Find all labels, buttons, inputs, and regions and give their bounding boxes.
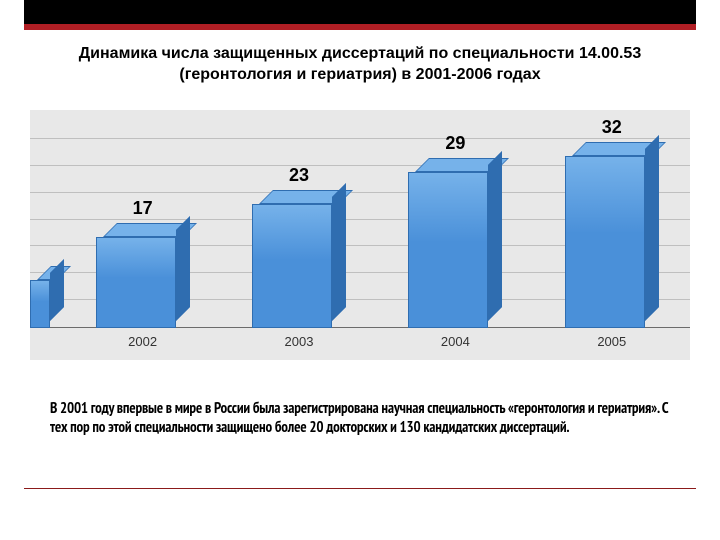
chart-bar-value-label: 23 bbox=[252, 165, 346, 186]
page-title: Динамика числа защищенных диссертаций по… bbox=[60, 44, 660, 86]
chart-container: 17 23 29 32 2002200320042005 bbox=[30, 110, 690, 360]
chart-bar-value-label: 32 bbox=[565, 117, 659, 138]
chart-bar: 17 bbox=[96, 223, 190, 328]
header-bar bbox=[0, 0, 720, 30]
chart-bar-value-label: 17 bbox=[96, 198, 190, 219]
chart-bar-front bbox=[30, 280, 50, 328]
chart-bar-slot: 32 bbox=[534, 142, 690, 328]
bottom-divider bbox=[24, 488, 696, 489]
chart-bar-slot bbox=[30, 266, 64, 328]
chart-bar: 23 bbox=[252, 190, 346, 328]
chart-bar-slot: 23 bbox=[221, 190, 377, 328]
chart-bar-front bbox=[96, 237, 176, 328]
chart-bar-front bbox=[252, 204, 332, 328]
chart: 17 23 29 32 2002200320042005 bbox=[30, 110, 690, 360]
chart-bar-side bbox=[645, 135, 659, 321]
chart-bar: 29 bbox=[408, 158, 502, 328]
chart-xaxis-label bbox=[30, 328, 64, 352]
chart-bar-side bbox=[488, 151, 502, 321]
chart-bars: 17 23 29 32 bbox=[30, 140, 690, 328]
chart-xaxis-label: 2005 bbox=[534, 328, 690, 352]
chart-bar-slot: 29 bbox=[377, 158, 533, 328]
chart-xaxis-label: 2004 bbox=[377, 328, 533, 352]
chart-bar-front bbox=[565, 156, 645, 328]
chart-plot-area: 17 23 29 32 bbox=[30, 140, 690, 328]
chart-xaxis-label: 2002 bbox=[64, 328, 220, 352]
chart-bar-slot: 17 bbox=[64, 223, 220, 328]
chart-bar: 32 bbox=[565, 142, 659, 328]
chart-bar-value-label: 29 bbox=[408, 133, 502, 154]
body-paragraph: В 2001 году впервые в мире в России была… bbox=[50, 400, 670, 438]
chart-bar-side bbox=[332, 183, 346, 321]
chart-gridline bbox=[30, 138, 690, 139]
header-bar-black bbox=[24, 0, 696, 24]
chart-bar bbox=[30, 266, 64, 328]
chart-bar-side bbox=[176, 216, 190, 321]
chart-xaxis: 2002200320042005 bbox=[30, 328, 690, 352]
slide-container: Динамика числа защищенных диссертаций по… bbox=[0, 0, 720, 540]
chart-xaxis-label: 2003 bbox=[221, 328, 377, 352]
chart-bar-front bbox=[408, 172, 488, 328]
